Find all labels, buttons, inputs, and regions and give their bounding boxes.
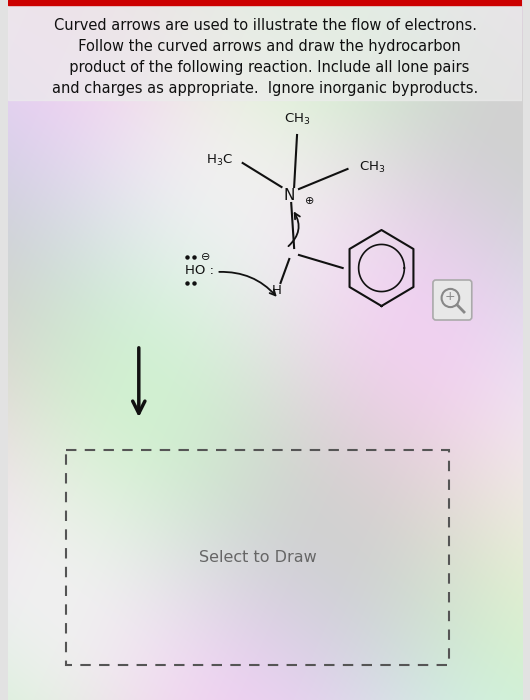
Text: Follow the curved arrows and draw the hydrocarbon: Follow the curved arrows and draw the hy… <box>69 39 461 54</box>
Text: product of the following reaction. Include all lone pairs: product of the following reaction. Inclu… <box>60 60 470 75</box>
Text: N: N <box>284 188 295 202</box>
Text: +: + <box>445 290 456 304</box>
FancyBboxPatch shape <box>433 280 472 320</box>
Text: $\oplus$: $\oplus$ <box>304 195 314 206</box>
Text: HO :: HO : <box>186 263 215 276</box>
Bar <box>8 0 522 100</box>
Text: and charges as appropriate.  Ignore inorganic byproducts.: and charges as appropriate. Ignore inorg… <box>52 81 478 96</box>
Text: Curved arrows are used to illustrate the flow of electrons.: Curved arrows are used to illustrate the… <box>54 18 476 33</box>
Text: $\mathregular{H_3C}$: $\mathregular{H_3C}$ <box>206 153 233 167</box>
Bar <box>66 450 449 665</box>
Text: $\mathregular{CH_3}$: $\mathregular{CH_3}$ <box>284 112 310 127</box>
Text: H: H <box>272 284 281 298</box>
Bar <box>8 0 522 5</box>
Text: Select to Draw: Select to Draw <box>199 550 316 565</box>
Text: $\ominus$: $\ominus$ <box>200 251 210 262</box>
Text: $\mathregular{CH_3}$: $\mathregular{CH_3}$ <box>359 160 386 174</box>
